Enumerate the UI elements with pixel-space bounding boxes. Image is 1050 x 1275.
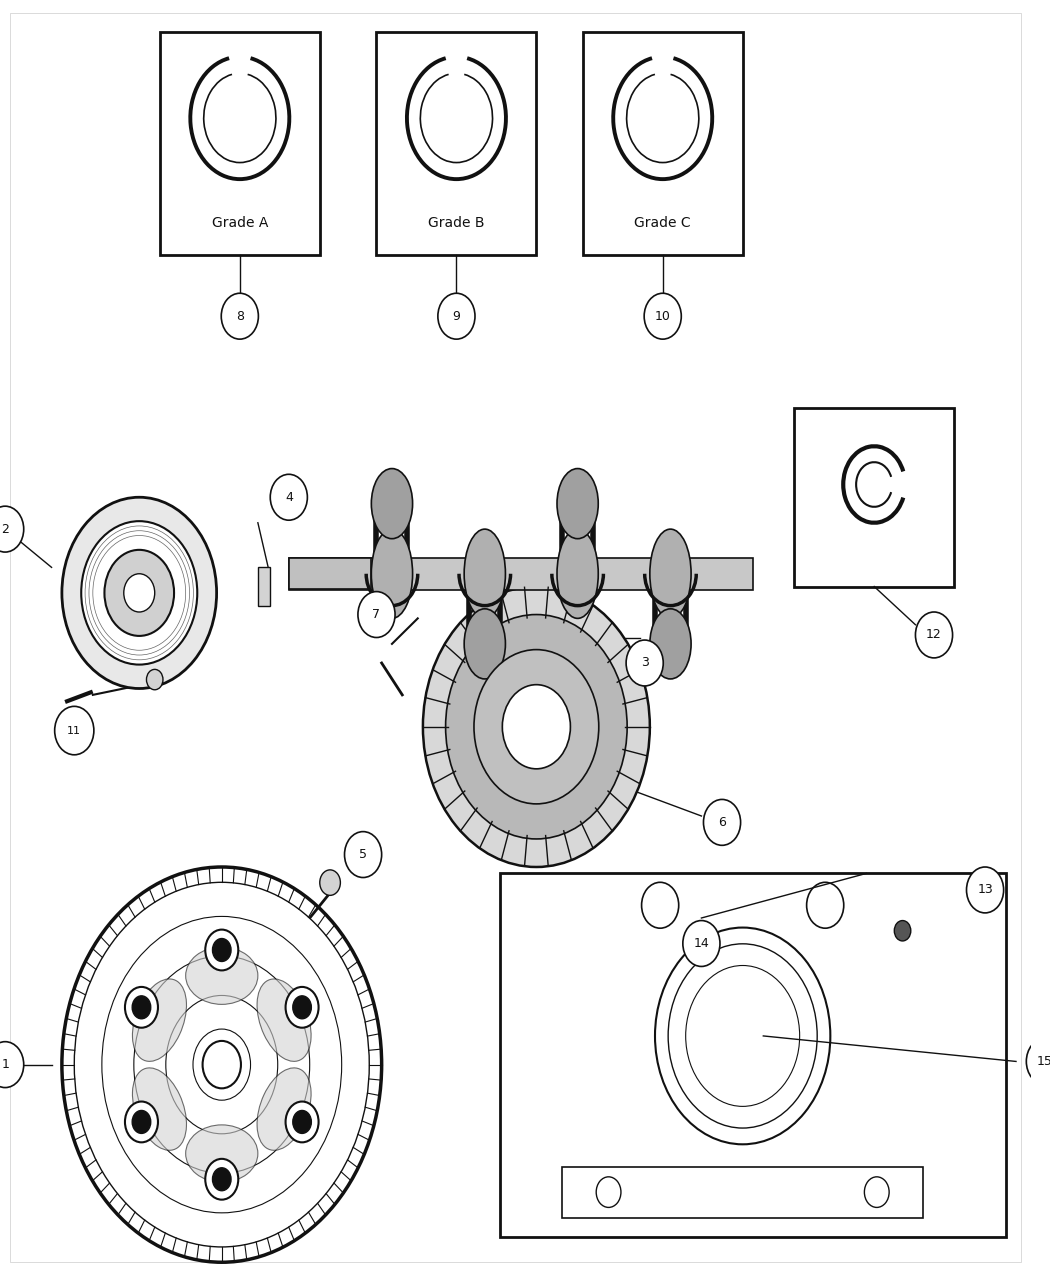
Bar [258,567,270,606]
Circle shape [293,996,312,1019]
Bar [377,32,537,255]
Ellipse shape [372,529,413,618]
Circle shape [644,293,681,339]
Circle shape [81,521,197,664]
Circle shape [704,799,740,845]
Circle shape [132,1111,151,1133]
Ellipse shape [257,979,311,1061]
Ellipse shape [650,608,691,678]
Circle shape [626,640,664,686]
Circle shape [916,612,952,658]
Ellipse shape [372,468,413,538]
Circle shape [222,293,258,339]
Ellipse shape [556,529,598,618]
Text: 12: 12 [926,629,942,641]
Circle shape [358,592,395,638]
Ellipse shape [186,1125,258,1182]
Circle shape [205,929,238,970]
Text: 15: 15 [1037,1054,1050,1068]
Ellipse shape [132,979,187,1061]
Bar [500,873,1006,1237]
Ellipse shape [650,529,691,618]
Circle shape [125,1102,158,1142]
Circle shape [212,1168,231,1191]
Text: 14: 14 [694,937,710,950]
Text: 5: 5 [359,848,368,861]
Circle shape [55,706,93,755]
Text: Grade A: Grade A [212,217,268,230]
Text: Grade C: Grade C [634,217,691,230]
Circle shape [75,882,370,1247]
Ellipse shape [464,608,505,678]
Ellipse shape [257,1068,311,1150]
Circle shape [146,669,163,690]
Circle shape [124,574,154,612]
Text: 6: 6 [718,816,726,829]
Text: 10: 10 [655,310,671,323]
Circle shape [320,870,340,895]
Bar [562,1167,923,1218]
Circle shape [286,1102,318,1142]
Circle shape [286,987,318,1028]
Circle shape [0,1042,24,1088]
Ellipse shape [556,468,598,538]
Text: 4: 4 [285,491,293,504]
Text: Grade B: Grade B [428,217,485,230]
Circle shape [125,987,158,1028]
Bar [289,557,753,589]
Circle shape [682,921,720,966]
Circle shape [423,586,650,867]
Circle shape [132,996,151,1019]
Text: 3: 3 [640,657,649,669]
Bar [289,558,372,589]
Text: 9: 9 [453,310,460,323]
Circle shape [205,1159,238,1200]
Text: 13: 13 [978,884,993,896]
Bar [583,32,742,255]
Ellipse shape [186,947,258,1005]
Circle shape [104,550,174,636]
Circle shape [966,867,1004,913]
Ellipse shape [464,529,505,618]
Circle shape [212,938,231,961]
Bar [794,408,954,586]
Bar [160,32,320,255]
Circle shape [502,685,570,769]
Circle shape [344,831,381,877]
Circle shape [270,474,308,520]
Ellipse shape [132,1068,187,1150]
Circle shape [438,293,475,339]
Circle shape [293,1111,312,1133]
Text: 7: 7 [373,608,380,621]
Circle shape [0,506,24,552]
Text: 11: 11 [67,725,81,736]
Circle shape [895,921,910,941]
Text: 8: 8 [236,310,244,323]
Text: 2: 2 [1,523,9,536]
Circle shape [474,650,598,805]
Circle shape [445,615,627,839]
Circle shape [62,497,216,688]
Circle shape [203,1040,240,1089]
Circle shape [1026,1038,1050,1084]
Text: 1: 1 [1,1058,9,1071]
